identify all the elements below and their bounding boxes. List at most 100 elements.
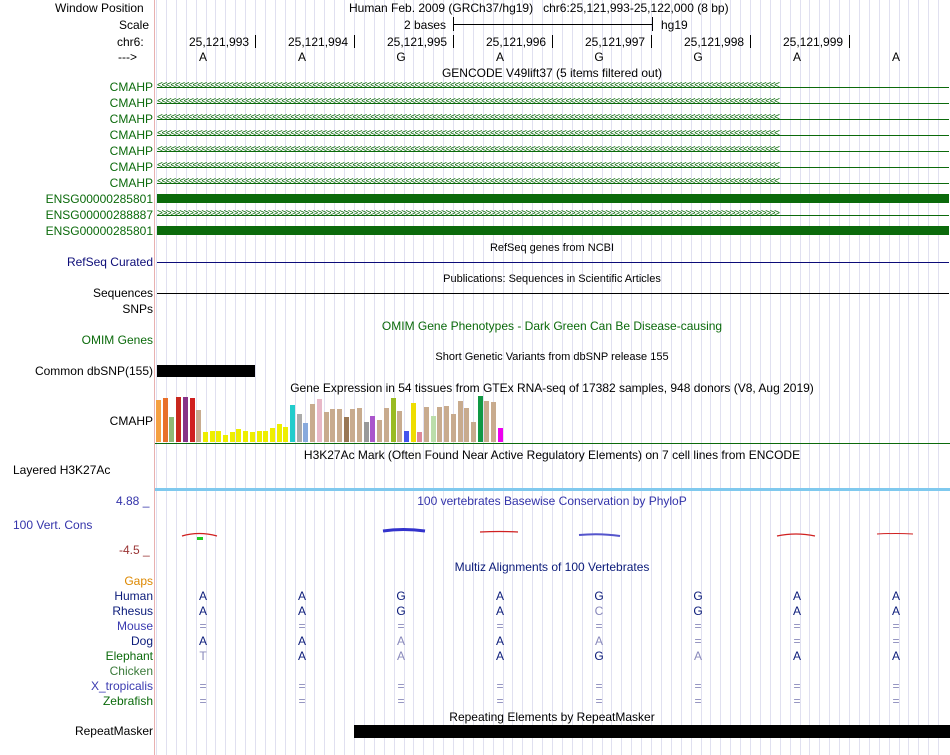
dbsnp-track-title[interactable]: Short Genetic Variants from dbSNP releas… (435, 351, 669, 363)
gtex-tissue-bar[interactable] (316, 399, 322, 442)
gtex-tissue-bar[interactable] (229, 432, 235, 442)
gencode-intron-line[interactable] (157, 167, 949, 168)
gencode-intron-line[interactable] (157, 87, 949, 88)
gencode-item-label[interactable]: CMAHP (109, 144, 153, 158)
gencode-item-label[interactable]: ENSG00000285801 (45, 224, 153, 238)
gtex-tissue-bar[interactable] (336, 409, 342, 442)
species-label[interactable]: Zebrafish (102, 694, 153, 708)
gtex-tissue-bar[interactable] (403, 431, 409, 442)
gtex-tissue-bar[interactable] (470, 422, 476, 442)
gtex-tissue-bar[interactable] (263, 431, 269, 442)
gtex-tissue-bar[interactable] (156, 400, 161, 442)
phylop-track-label[interactable]: 100 Vert. Cons (13, 518, 93, 532)
gtex-tissue-bar[interactable] (296, 414, 302, 442)
gtex-tissue-bar[interactable] (377, 420, 383, 442)
phylop-track-title[interactable]: 100 vertebrates Basewise Conservation by… (417, 494, 687, 508)
gtex-tissue-bar[interactable] (390, 398, 396, 442)
gtex-tissue-bar[interactable] (256, 431, 262, 442)
species-label[interactable]: Chicken (109, 664, 153, 678)
gtex-tissue-bar[interactable] (444, 406, 450, 442)
gencode-intron-line[interactable] (157, 215, 949, 216)
species-label[interactable]: Human (114, 589, 153, 603)
snps-track-label[interactable]: SNPs (122, 302, 153, 316)
gtex-tissue-bar[interactable] (182, 397, 188, 442)
gtex-tissue-bar[interactable] (236, 429, 242, 442)
gencode-item-label[interactable]: CMAHP (109, 160, 153, 174)
gtex-tissue-bar[interactable] (310, 404, 316, 442)
gaps-label[interactable]: Gaps (124, 574, 153, 588)
gtex-tissue-bar[interactable] (424, 407, 429, 442)
gencode-item-label[interactable]: CMAHP (109, 176, 153, 190)
gtex-tissue-bar[interactable] (330, 409, 336, 442)
refseq-feature-line[interactable] (157, 262, 949, 263)
gtex-tissue-bar[interactable] (450, 414, 456, 442)
gencode-track-title[interactable]: GENCODE V49lift37 (5 items filtered out) (441, 66, 663, 80)
gencode-exon-block[interactable] (157, 194, 949, 203)
refseq-track-label[interactable]: RefSeq Curated (66, 255, 153, 269)
gtex-tissue-bar[interactable] (397, 411, 403, 442)
species-label[interactable]: Dog (130, 634, 153, 648)
gtex-tissue-bar[interactable] (269, 428, 275, 442)
gencode-intron-line[interactable] (157, 135, 949, 136)
gtex-tissue-bar[interactable] (484, 401, 490, 442)
gtex-tissue-bar[interactable] (223, 435, 228, 442)
gencode-item-label[interactable]: ENSG00000288887 (45, 208, 153, 222)
gtex-tissue-bar[interactable] (417, 432, 423, 442)
omim-track-label[interactable]: OMIM Genes (81, 333, 153, 347)
gencode-exon-block[interactable] (157, 226, 949, 235)
publications-feature-line[interactable] (157, 293, 949, 294)
gtex-tissue-bar[interactable] (323, 412, 329, 442)
gtex-tissue-bar[interactable] (283, 427, 289, 442)
repeatmasker-feature[interactable] (354, 725, 950, 738)
h3k27ac-track-label[interactable]: Layered H3K27Ac (13, 463, 111, 477)
gtex-tissue-bar[interactable] (457, 401, 463, 442)
gtex-tissue-bar[interactable] (276, 424, 282, 442)
gtex-tissue-bar[interactable] (162, 398, 168, 442)
window-position-value[interactable]: Human Feb. 2009 (GRCh37/hg19) chr6:25,12… (349, 1, 729, 15)
gencode-intron-line[interactable] (157, 103, 949, 104)
gtex-tissue-bar[interactable] (249, 432, 255, 442)
gtex-tissue-bar[interactable] (196, 410, 202, 442)
refseq-track-title[interactable]: RefSeq genes from NCBI (489, 242, 615, 254)
gencode-item-label[interactable]: CMAHP (109, 128, 153, 142)
gtex-tissue-bar[interactable] (189, 398, 195, 442)
gtex-tissue-bar[interactable] (202, 432, 208, 442)
gtex-tissue-bar[interactable] (169, 417, 175, 442)
gencode-item-label[interactable]: CMAHP (109, 112, 153, 126)
species-label[interactable]: Rhesus (112, 604, 153, 618)
gtex-tissue-bar[interactable] (370, 416, 376, 442)
gtex-tissue-bar[interactable] (430, 416, 436, 442)
h3k27ac-signal[interactable] (155, 488, 950, 491)
publications-track-label[interactable]: Sequences (92, 286, 153, 300)
gtex-tissue-bar[interactable] (497, 428, 503, 442)
gtex-tissue-bar[interactable] (350, 409, 356, 442)
repeatmasker-track-title[interactable]: Repeating Elements by RepeatMasker (449, 710, 655, 724)
dbsnp-track-label[interactable]: Common dbSNP(155) (34, 364, 153, 378)
gencode-item-label[interactable]: ENSG00000285801 (45, 192, 153, 206)
publications-track-title[interactable]: Publications: Sequences in Scientific Ar… (443, 273, 661, 285)
gencode-intron-line[interactable] (157, 151, 949, 152)
gtex-tissue-bar[interactable] (343, 417, 349, 442)
gencode-intron-line[interactable] (157, 183, 949, 184)
gtex-tissue-bar[interactable] (176, 397, 182, 442)
gtex-tissue-bar[interactable] (437, 407, 443, 442)
gtex-tissue-bar[interactable] (357, 408, 362, 442)
gtex-tissue-bar[interactable] (491, 402, 496, 442)
omim-track-title[interactable]: OMIM Gene Phenotypes - Dark Green Can Be… (381, 319, 723, 333)
gtex-tissue-bar[interactable] (464, 408, 470, 442)
gencode-item-label[interactable]: CMAHP (109, 80, 153, 94)
phylop-signal[interactable] (155, 525, 950, 545)
h3k27ac-track-title[interactable]: H3K27Ac Mark (Often Found Near Active Re… (303, 448, 801, 462)
species-label[interactable]: Mouse (116, 619, 153, 633)
gtex-track-label[interactable]: CMAHP (109, 414, 153, 428)
repeatmasker-track-label[interactable]: RepeatMasker (74, 724, 153, 738)
gtex-tissue-bar[interactable] (363, 422, 369, 442)
gencode-item-label[interactable]: CMAHP (109, 96, 153, 110)
gtex-tissue-bar[interactable] (477, 396, 483, 442)
species-label[interactable]: Elephant (105, 649, 153, 663)
dbsnp-feature[interactable] (157, 365, 255, 377)
gtex-tissue-bar[interactable] (290, 405, 295, 442)
gtex-track-title[interactable]: Gene Expression in 54 tissues from GTEx … (290, 381, 814, 395)
gtex-tissue-bar[interactable] (383, 408, 389, 442)
gtex-tissue-bar[interactable] (303, 423, 309, 442)
